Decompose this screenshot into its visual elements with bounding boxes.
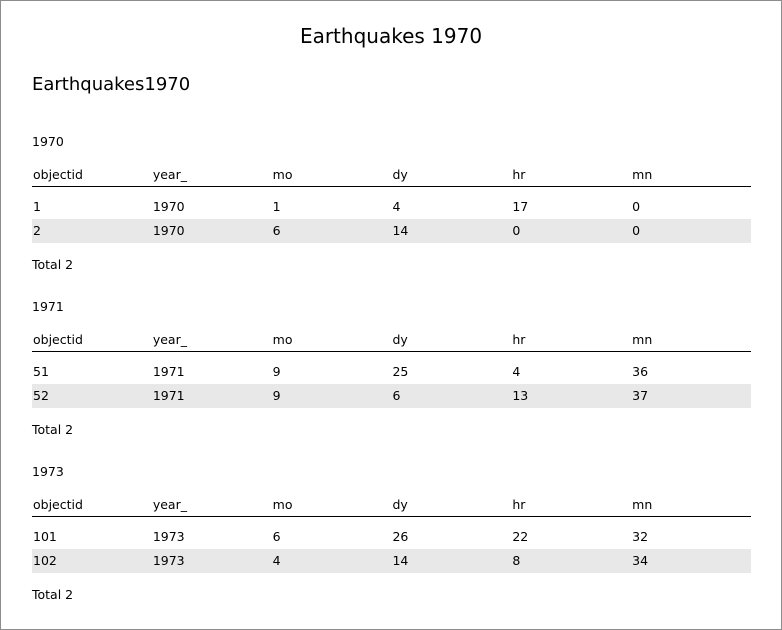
- table-row: 1 1970 1 4 17 0: [32, 195, 751, 219]
- column-header-dy: dy: [392, 332, 408, 347]
- column-header-hr: hr: [512, 497, 526, 512]
- column-header-dy: dy: [392, 497, 408, 512]
- layer-title: Earthquakes1970: [32, 74, 191, 95]
- cell-mo: 9: [272, 364, 281, 379]
- group-total: Total 2: [32, 422, 74, 437]
- group-label: 1970: [32, 134, 64, 149]
- cell-dy: 25: [392, 364, 409, 379]
- table-header: objectid year_ mo dy hr mn: [32, 164, 751, 187]
- group-total: Total 2: [32, 587, 74, 602]
- cell-mo: 6: [272, 223, 281, 238]
- cell-mo: 4: [272, 553, 281, 568]
- cell-hr: 4: [512, 364, 521, 379]
- cell-objectid: 52: [33, 388, 49, 403]
- cell-mn: 37: [632, 388, 649, 403]
- column-header-mn: mn: [632, 332, 653, 347]
- column-header-objectid: objectid: [33, 167, 83, 182]
- column-header-hr: hr: [512, 167, 526, 182]
- table-row: 2 1970 6 14 0 0: [32, 219, 751, 243]
- table-row: 51 1971 9 25 4 36: [32, 360, 751, 384]
- column-header-mn: mn: [632, 167, 653, 182]
- group-1971: 1971 objectid year_ mo dy hr mn 51 1971 …: [32, 297, 751, 440]
- cell-mo: 9: [272, 388, 281, 403]
- table-body: 1 1970 1 4 17 0 2 1970 6 14 0 0: [32, 195, 751, 243]
- cell-dy: 6: [392, 388, 401, 403]
- column-header-objectid: objectid: [33, 497, 83, 512]
- group-total: Total 2: [32, 257, 74, 272]
- cell-objectid: 1: [33, 199, 41, 214]
- column-header-mo: mo: [272, 332, 293, 347]
- cell-objectid: 101: [33, 529, 57, 544]
- column-header-hr: hr: [512, 332, 526, 347]
- cell-hr: 8: [512, 553, 521, 568]
- table-body: 51 1971 9 25 4 36 52 1971 9 6 13 37: [32, 360, 751, 408]
- cell-mn: 0: [632, 199, 641, 214]
- cell-hr: 17: [512, 199, 529, 214]
- column-header-mo: mo: [272, 167, 293, 182]
- cell-mn: 32: [632, 529, 649, 544]
- column-header-year: year_: [152, 167, 187, 182]
- cell-mo: 6: [272, 529, 281, 544]
- cell-year: 1970: [152, 199, 185, 214]
- cell-year: 1970: [152, 223, 185, 238]
- column-header-year: year_: [152, 497, 187, 512]
- cell-year: 1973: [152, 529, 185, 544]
- cell-dy: 14: [392, 553, 409, 568]
- column-header-objectid: objectid: [33, 332, 83, 347]
- cell-dy: 26: [392, 529, 409, 544]
- cell-mo: 1: [272, 199, 281, 214]
- cell-year: 1971: [152, 364, 185, 379]
- column-header-year: year_: [152, 332, 187, 347]
- table-row: 52 1971 9 6 13 37: [32, 384, 751, 408]
- group-1970: 1970 objectid year_ mo dy hr mn 1 1970 1…: [32, 132, 751, 275]
- table-body: 101 1973 6 26 22 32 102 1973 4 14 8 34: [32, 525, 751, 573]
- table-row: 102 1973 4 14 8 34: [32, 549, 751, 573]
- cell-mn: 0: [632, 223, 641, 238]
- cell-objectid: 2: [33, 223, 41, 238]
- table-row: 101 1973 6 26 22 32: [32, 525, 751, 549]
- cell-dy: 14: [392, 223, 409, 238]
- cell-hr: 22: [512, 529, 529, 544]
- cell-hr: 0: [512, 223, 521, 238]
- cell-year: 1971: [152, 388, 185, 403]
- cell-year: 1973: [152, 553, 185, 568]
- group-1973: 1973 objectid year_ mo dy hr mn 101 1973…: [32, 462, 751, 605]
- column-header-mo: mo: [272, 497, 293, 512]
- cell-mn: 34: [632, 553, 649, 568]
- column-header-mn: mn: [632, 497, 653, 512]
- cell-dy: 4: [392, 199, 401, 214]
- group-label: 1971: [32, 299, 64, 314]
- report-title: Earthquakes 1970: [299, 24, 483, 48]
- group-label: 1973: [32, 464, 64, 479]
- column-header-dy: dy: [392, 167, 408, 182]
- cell-objectid: 51: [33, 364, 49, 379]
- cell-mn: 36: [632, 364, 649, 379]
- table-header: objectid year_ mo dy hr mn: [32, 329, 751, 352]
- table-header: objectid year_ mo dy hr mn: [32, 494, 751, 517]
- cell-objectid: 102: [33, 553, 57, 568]
- cell-hr: 13: [512, 388, 529, 403]
